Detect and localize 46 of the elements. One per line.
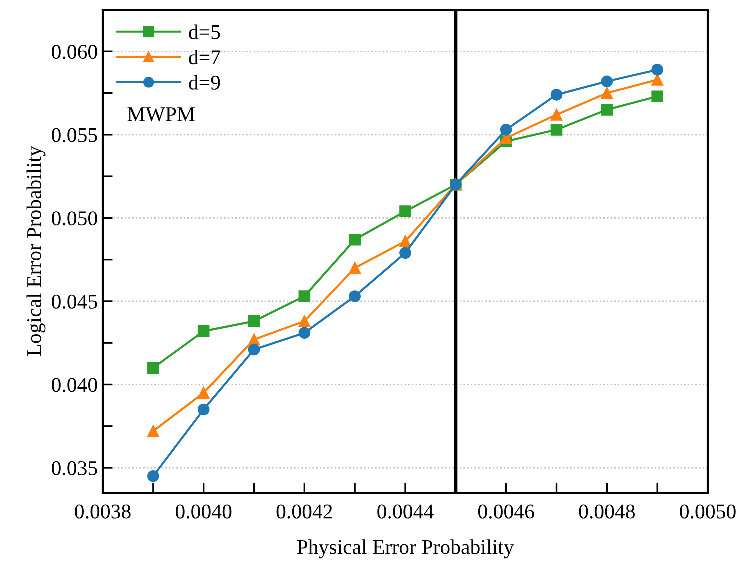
legend-label: d=5: [189, 24, 220, 40]
y-tick-label: 0.040: [52, 378, 98, 392]
point: [400, 236, 412, 248]
y-tick-label: 0.060: [52, 45, 98, 60]
point: [298, 327, 311, 340]
point: [349, 234, 361, 246]
x-tick-label: 0.0044: [378, 504, 434, 519]
point: [148, 425, 160, 438]
legend-label: d=9: [189, 75, 220, 90]
point: [248, 316, 260, 328]
point: [400, 247, 412, 260]
point: [198, 404, 210, 416]
point: [298, 290, 311, 302]
point: [349, 290, 361, 302]
x-tick-label: 0.0038: [75, 504, 131, 519]
point: [198, 326, 210, 338]
point: [298, 316, 311, 328]
legend-label: d=7: [189, 50, 220, 65]
y-axis-title: Logical Error Probability: [26, 146, 46, 356]
point: [500, 124, 512, 136]
x-tick-label: 0.0050: [680, 504, 736, 519]
y-tick-label: 0.045: [52, 294, 98, 309]
x-tick-label: 0.0046: [478, 504, 534, 519]
point: [148, 362, 160, 374]
point: [550, 109, 563, 121]
y-tick-label: 0.035: [52, 461, 98, 476]
point: [198, 387, 210, 399]
x-tick-label: 0.0042: [276, 504, 332, 519]
point: [652, 64, 664, 76]
x-tick-label: 0.0040: [176, 504, 232, 519]
x-tick-label: 0.0048: [579, 504, 636, 519]
point: [550, 124, 563, 136]
point: [148, 470, 160, 482]
x-axis-title: Physical Error Probability: [297, 540, 514, 559]
point: [652, 90, 664, 103]
point: [652, 74, 664, 86]
point: [349, 262, 361, 274]
point: [601, 87, 614, 100]
y-tick-label: 0.055: [52, 128, 98, 142]
point: [601, 104, 614, 116]
annotation: MWPM: [128, 108, 195, 122]
point: [400, 206, 412, 218]
y-tick-label: 0.050: [52, 212, 98, 226]
point: [601, 76, 614, 88]
point: [248, 344, 260, 356]
point: [550, 89, 563, 101]
